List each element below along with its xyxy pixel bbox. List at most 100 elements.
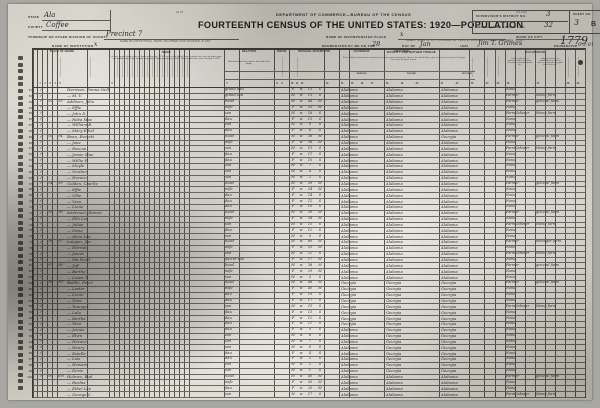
- race-value: w: [299, 362, 303, 367]
- row-number: 63: [28, 158, 32, 163]
- column-rule: [124, 49, 125, 397]
- birthplace-mother: Georgia: [441, 286, 457, 292]
- column-rule: [37, 49, 38, 397]
- occupation-value: Farmer: [506, 93, 520, 98]
- person-name: — Irene: [67, 227, 83, 233]
- birthplace-person: Alabama: [341, 368, 358, 374]
- birthplace-person: Alabama: [341, 391, 358, 397]
- row-number: 64: [28, 164, 32, 169]
- column-number: 1: [39, 82, 41, 85]
- age-value: 2: [308, 175, 312, 180]
- person-name: — Ethel Lee: [67, 385, 92, 391]
- birthplace-mother: Alabama: [441, 227, 458, 233]
- person-name: — Lester: [67, 286, 85, 292]
- row-number: 93: [28, 333, 32, 338]
- column-rule: [224, 49, 225, 397]
- person-name: — Roscoe: [67, 145, 87, 151]
- header-tick: [497, 57, 499, 77]
- marital-status-value: M: [318, 216, 322, 221]
- birthplace-mother: Georgia: [441, 280, 457, 286]
- supervisor-district-value[interactable]: 3: [546, 9, 551, 18]
- race-value: w: [299, 280, 303, 285]
- birthplace-father: Georgia: [386, 344, 402, 350]
- age-value: 17: [307, 391, 313, 396]
- row-number: 52: [28, 93, 32, 98]
- race-value: w: [299, 192, 303, 197]
- race-value: w: [299, 204, 303, 209]
- birthplace-mother: Alabama: [441, 204, 458, 210]
- occupation-value: None: [506, 204, 516, 209]
- race-value: w: [299, 297, 303, 302]
- sheet-no-value[interactable]: 3: [574, 18, 580, 27]
- race-value: w: [299, 239, 303, 244]
- row-rule: [33, 110, 585, 112]
- abode-checkmark: ✓: [39, 110, 43, 116]
- row-rule: [33, 309, 585, 311]
- occupation-value: Farmer: [506, 99, 520, 104]
- birthplace-mother: Alabama: [441, 128, 458, 134]
- header-rule: [33, 49, 585, 50]
- birthplace-father: Alabama: [386, 128, 403, 134]
- family-number: 99: [58, 280, 63, 285]
- birthplace-mother: Alabama: [441, 257, 458, 263]
- enumerated-day[interactable]: 28: [372, 40, 381, 48]
- row-number: 87: [28, 298, 32, 303]
- marital-status-value: S: [318, 227, 322, 232]
- person-name: — Bushia: [67, 379, 86, 385]
- enumerator-signature[interactable]: Jim T. Grimes: [478, 39, 523, 47]
- enumeration-district-value[interactable]: 32: [544, 20, 553, 29]
- marital-status-value: S: [318, 204, 322, 209]
- race-value: w: [299, 163, 303, 168]
- birthplace-mother: Alabama: [441, 151, 458, 157]
- age-value: 9: [308, 233, 312, 238]
- state-value[interactable]: Ala: [44, 11, 56, 19]
- column-number: 7: [226, 82, 228, 85]
- birthplace-father: Georgia: [386, 280, 402, 286]
- occupation-value: None: [506, 268, 516, 273]
- birthplace-person: Alabama: [341, 104, 358, 110]
- age-value: 6: [308, 344, 312, 349]
- marital-status-value: S: [318, 110, 322, 115]
- row-number: 92: [28, 327, 32, 332]
- age-value: 39: [307, 180, 313, 185]
- race-value: w: [299, 268, 303, 273]
- occupation-value: Farmer: [506, 180, 520, 185]
- race-value: w: [299, 93, 303, 98]
- relation-value: head: [225, 239, 234, 244]
- header-tick: [181, 57, 183, 77]
- row-number: 74: [28, 222, 32, 227]
- header-tick: [471, 57, 473, 77]
- race-value: w: [299, 104, 303, 109]
- row-rule: [33, 344, 585, 346]
- header-tick: [281, 57, 283, 77]
- relation-value: dau: [225, 321, 232, 326]
- birthplace-mother: Alabama: [441, 99, 458, 105]
- column-rule: [484, 49, 485, 397]
- person-name: — Vera: [67, 321, 82, 327]
- header-tick: [151, 57, 153, 77]
- relation-value: dau: [225, 385, 232, 390]
- county-value[interactable]: Coffee: [46, 21, 69, 29]
- occupation-value: None: [506, 338, 516, 343]
- family-number: 97: [58, 239, 63, 244]
- row-number: 83: [28, 275, 32, 280]
- row-rule: [33, 98, 585, 100]
- enumerated-month[interactable]: Jan: [420, 39, 431, 48]
- dwelling-number: 98: [48, 280, 53, 285]
- incorporated-value[interactable]: x: [400, 31, 404, 38]
- industry-value: Home farm: [536, 391, 557, 396]
- age-value: 29: [307, 268, 313, 273]
- township-value[interactable]: Precinct 7: [106, 30, 143, 38]
- birthplace-mother: Alabama: [441, 180, 458, 186]
- occupation-value: Farm laborer: [506, 391, 530, 396]
- sex-value: F: [291, 297, 295, 302]
- occupation-value: None: [506, 169, 516, 174]
- row-number: 77: [28, 240, 32, 245]
- birthplace-father: Georgia: [386, 356, 402, 362]
- column-number: 6: [111, 82, 113, 85]
- township-label: TOWNSHIP OR OTHER DIVISION OF COUNTY: [28, 35, 108, 39]
- institution-value[interactable]: x: [94, 41, 98, 48]
- enumerator-date[interactable]: 6-2-01: [578, 41, 595, 48]
- race-value: w: [299, 262, 303, 267]
